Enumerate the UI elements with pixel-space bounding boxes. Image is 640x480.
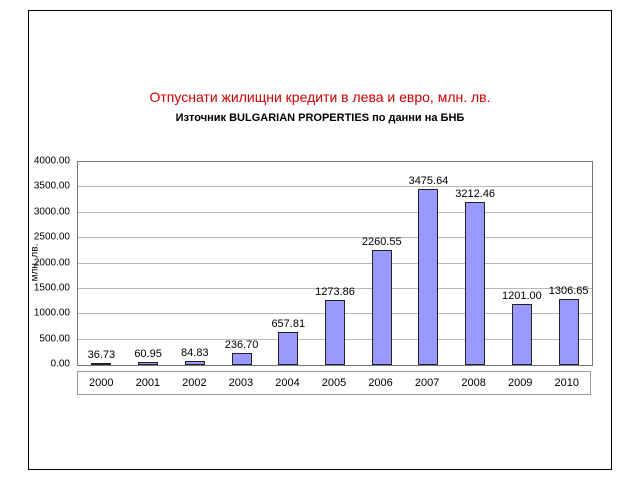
bar-value-label: 236.70	[224, 339, 259, 351]
y-tick-label: 500.00	[39, 333, 70, 345]
x-tick-label-2000: 2000	[89, 377, 114, 389]
y-tick-label: 1000.00	[33, 307, 70, 319]
y-tick-label: 2500.00	[33, 231, 70, 243]
y-tick-label: 0.00	[50, 358, 70, 370]
y-tick-label: 4000.00	[33, 155, 70, 167]
bar-2003	[231, 353, 252, 365]
bar-2002	[184, 360, 205, 365]
bar-value-label: 60.95	[134, 347, 162, 360]
x-tick-label-2010: 2010	[554, 377, 579, 389]
x-axis-labels: 2000 2001 2002 2003 2004 2005 2006 2007 2008 2009…	[77, 371, 591, 395]
x-tick-label-2009: 2009	[507, 377, 533, 389]
bar-2008	[465, 201, 486, 365]
bar-value-label: 1273.86	[315, 286, 355, 299]
x-tick-label-2001: 2001	[135, 377, 161, 389]
bar-value-label: 84.83	[181, 346, 209, 359]
x-tick-label-2004: 2004	[275, 377, 300, 389]
chart-title: Отпуснати жилищни кредити в лева и евро,…	[149, 89, 491, 105]
y-axis-tick-labels: 0.00 500.00 1000.00 1500.00 2000.00 2500.00 30…	[29, 156, 74, 370]
gridline	[78, 237, 592, 239]
gridline	[78, 262, 592, 264]
chart-frame: Отпуснати жилищни кредити в лева и евро,…	[28, 10, 612, 470]
bar-2006	[371, 250, 392, 365]
bar-value-label: 3475.64	[408, 174, 449, 187]
bar-2000	[91, 363, 112, 365]
bar-2004	[278, 331, 299, 365]
x-tick-label-2006: 2006	[368, 377, 393, 389]
bar-2007	[418, 188, 439, 365]
gridline	[78, 186, 592, 188]
bar-2005	[325, 300, 345, 365]
bar-value-label: 3212.46	[455, 187, 496, 200]
y-tick-label: 3500.00	[33, 180, 70, 192]
y-tick-label: 2000.00	[33, 257, 70, 268]
x-tick-label-2005: 2005	[321, 377, 347, 389]
chart-subtitle: Източник BULGARIAN PROPERTIES по данни н…	[175, 112, 465, 124]
gridline	[78, 287, 592, 289]
x-tick-label-2003: 2003	[228, 377, 254, 389]
gridline	[78, 211, 592, 213]
x-tick-label-2008: 2008	[461, 377, 486, 389]
x-tick-label-2007: 2007	[414, 377, 440, 389]
y-tick-label: 1500.00	[33, 282, 70, 294]
bar-2010	[558, 298, 579, 365]
bar-value-label: 657.81	[271, 317, 306, 330]
x-tick-label-2002: 2002	[182, 377, 207, 389]
plot-area: 36.73 60.95 84.83 236.70 657.81 1273.86 2260.5…	[77, 161, 593, 366]
bar-value-label: 1201.00	[502, 290, 542, 303]
bar-value-label: 2260.55	[361, 236, 402, 249]
bar-2001	[138, 361, 159, 365]
y-tick-label: 3000.00	[33, 206, 70, 218]
bar-value-label: 1306.65	[548, 284, 589, 297]
bar-value-label: 36.73	[87, 349, 116, 362]
bar-2009	[511, 304, 532, 365]
